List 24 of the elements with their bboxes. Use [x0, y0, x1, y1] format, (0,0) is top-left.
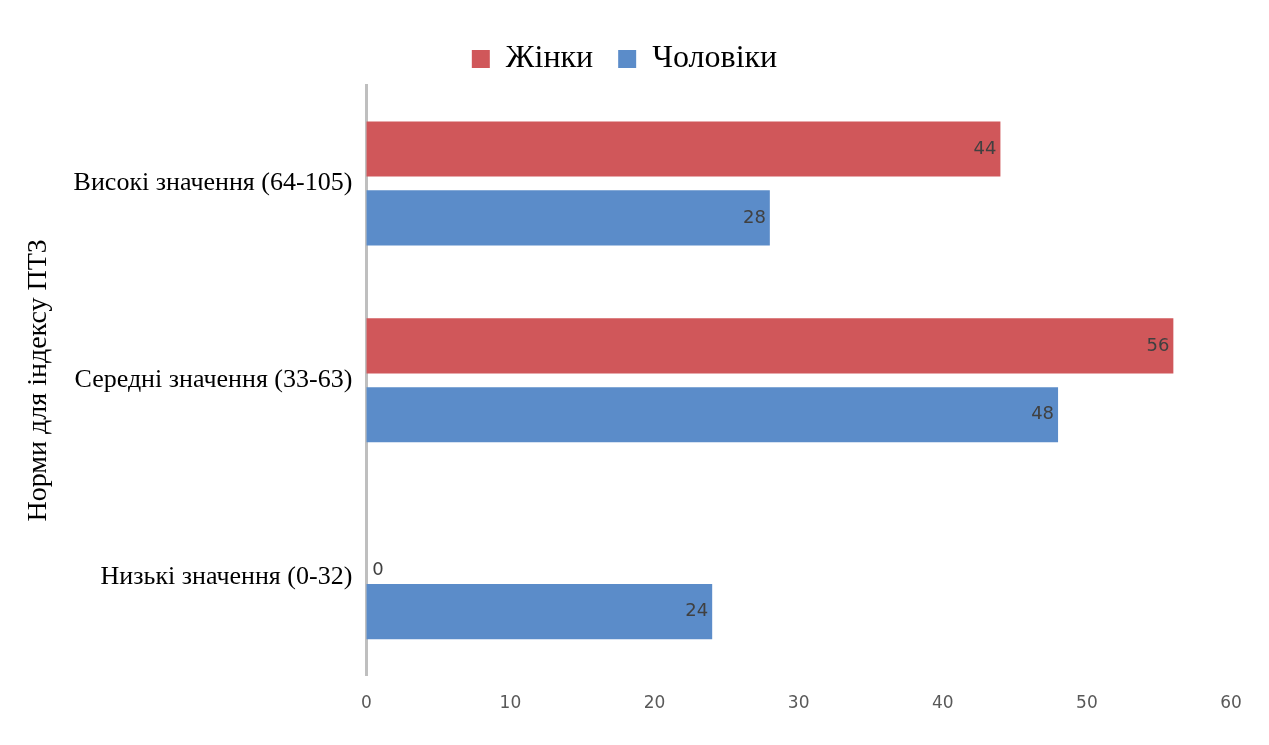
y-tick-label: Низькі значення (0-32)	[100, 560, 353, 590]
x-tick-label: 10	[499, 692, 522, 713]
bar	[366, 318, 1174, 374]
x-tick-label: 0	[360, 692, 372, 713]
bar	[366, 584, 713, 640]
data-label: 24	[685, 599, 709, 621]
x-tick-label: 40	[931, 692, 954, 713]
x-tick-label: 50	[1076, 692, 1098, 713]
x-tick-label: 20	[643, 692, 666, 713]
x-tick-label: 30	[787, 692, 810, 713]
legend-label: Жінки	[505, 38, 594, 75]
data-label: 56	[1146, 333, 1170, 355]
y-axis-title: Норми для індексу ПТЗ	[21, 239, 53, 522]
bar	[366, 121, 1001, 177]
data-label: 0	[372, 557, 384, 579]
data-label: 28	[742, 205, 766, 227]
x-tick-label: 60	[1220, 692, 1242, 713]
legend-label: Чоловіки	[652, 38, 778, 75]
bar	[366, 190, 770, 246]
data-label: 44	[973, 136, 997, 158]
y-tick-label: Високі значення (64-105)	[73, 167, 353, 197]
data-label: 48	[1031, 402, 1055, 424]
y-tick-label: Середні значення (33-63)	[74, 364, 353, 394]
bar	[366, 387, 1059, 443]
